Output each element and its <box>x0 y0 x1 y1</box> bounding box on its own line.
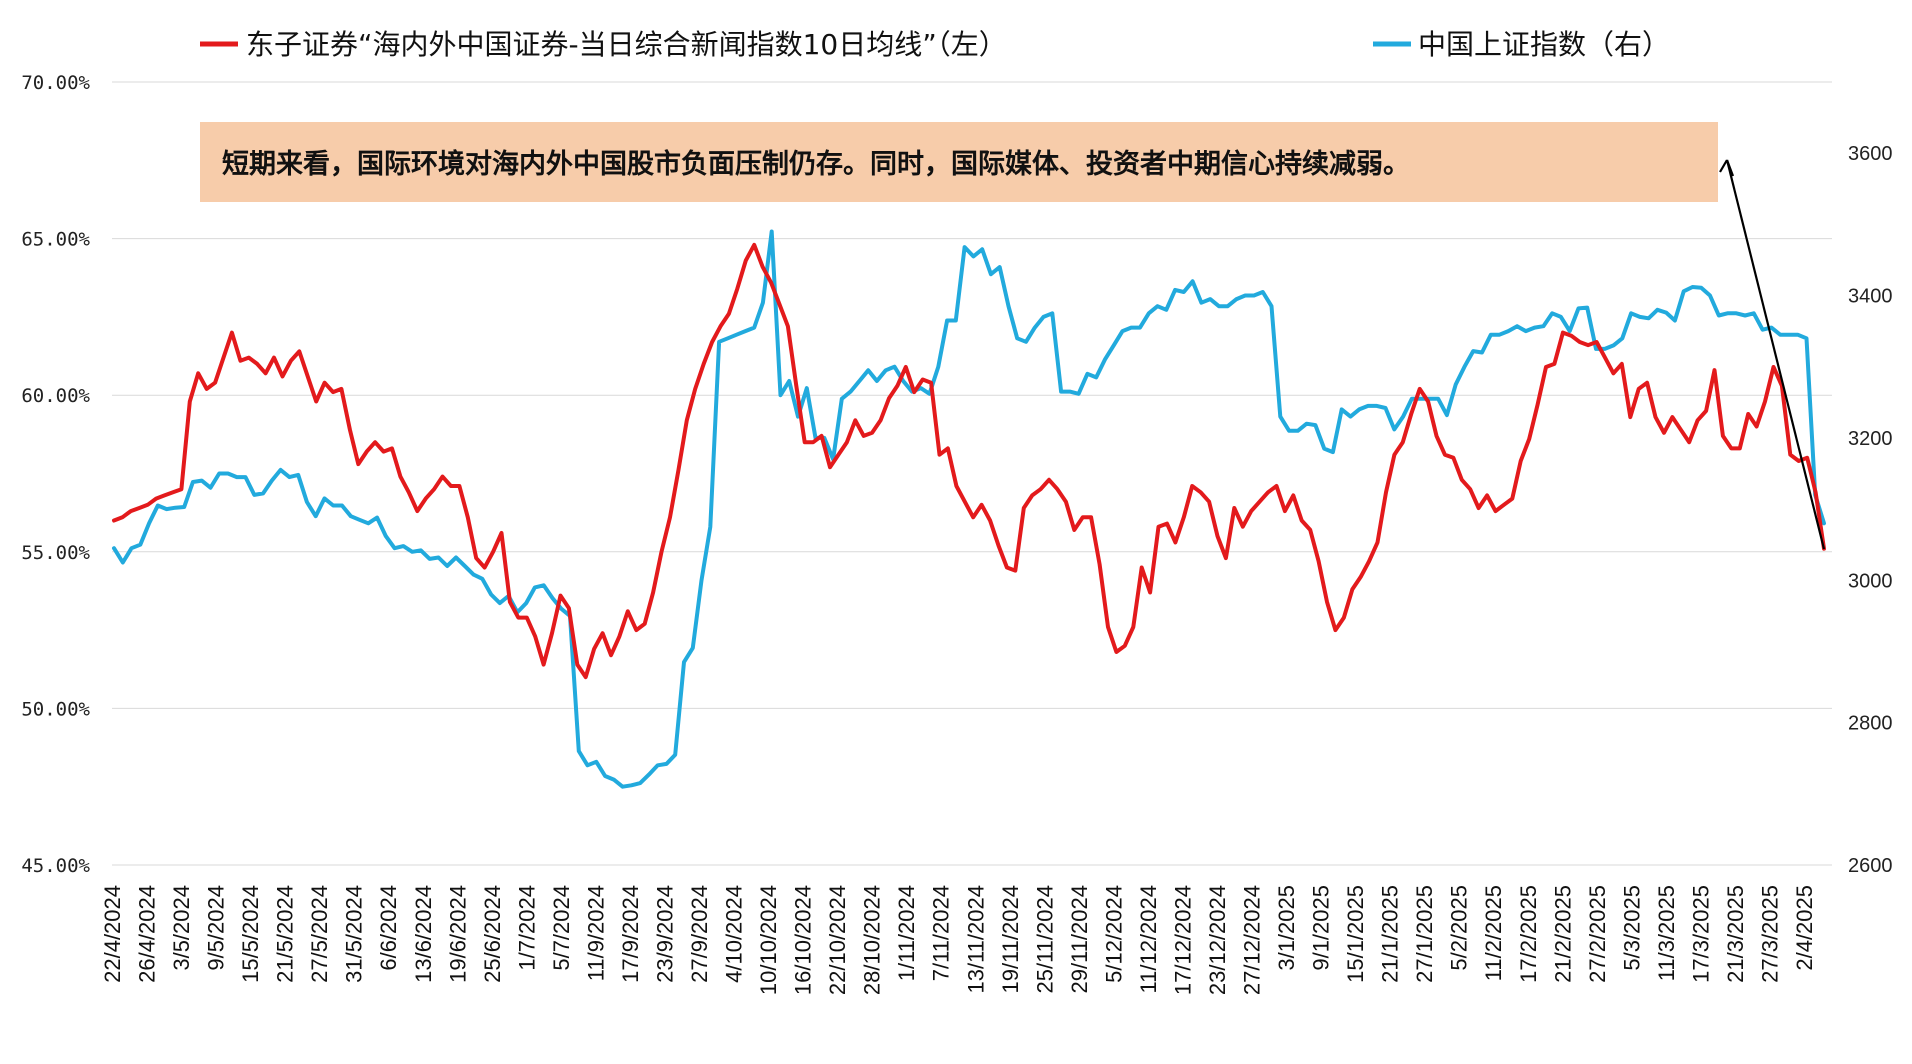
left-tick-label: 50.00% <box>21 698 90 720</box>
right-tick-label: 3200 <box>1848 428 1893 450</box>
x-tick-label: 17/2/2025 <box>1516 885 1541 983</box>
x-tick-label: 2/4/2025 <box>1792 885 1817 971</box>
right-tick-label: 3600 <box>1848 143 1893 165</box>
annotation-text: 短期来看，国际环境对海内外中国股市负面压制仍存。同时，国际媒体、投资者中期信心持… <box>222 148 1410 180</box>
x-tick-label: 1/7/2024 <box>514 885 539 971</box>
gridlines <box>112 81 1832 866</box>
x-tick-label: 21/2/2025 <box>1550 885 1575 983</box>
x-tick-label: 29/11/2024 <box>1067 885 1092 993</box>
x-tick-label: 1/11/2024 <box>894 885 919 981</box>
x-tick-label: 21/1/2025 <box>1378 885 1403 983</box>
left-axis-ticks: 45.00% 50.00% 55.00% 60.00% 65.00% 70.00% <box>21 72 90 877</box>
x-tick-label: 22/4/2024 <box>100 885 125 983</box>
x-tick-label: 16/10/2024 <box>791 885 816 995</box>
x-tick-label: 27/5/2024 <box>307 885 332 983</box>
x-tick-label: 25/6/2024 <box>480 885 505 983</box>
x-tick-label: 15/5/2024 <box>238 885 263 983</box>
x-tick-label: 10/10/2024 <box>756 885 781 995</box>
left-tick-label: 45.00% <box>21 855 90 877</box>
right-axis-ticks: 2600 2800 3000 3200 3400 3600 <box>1848 143 1893 877</box>
x-tick-label: 3/1/2025 <box>1274 885 1299 971</box>
x-tick-label: 13/6/2024 <box>411 885 436 983</box>
legend: 东子证券“海内外中国证券-当日综合新闻指数10日均线”（左） 中国上证指数（右） <box>200 28 1670 61</box>
x-tick-label: 5/2/2025 <box>1447 885 1472 971</box>
x-tick-label: 27/2/2025 <box>1585 885 1610 983</box>
series-lines <box>112 229 1826 789</box>
x-tick-label: 11/3/2025 <box>1654 885 1679 981</box>
x-tick-label: 11/12/2024 <box>1136 885 1161 993</box>
x-tick-label: 21/3/2025 <box>1723 885 1748 983</box>
x-tick-label: 28/10/2024 <box>860 885 885 995</box>
annotation-arrowhead <box>1719 159 1735 177</box>
x-tick-label: 6/6/2024 <box>376 885 401 971</box>
right-tick-label: 2600 <box>1848 855 1893 877</box>
left-tick-label: 70.00% <box>21 72 90 94</box>
annotation-box <box>200 122 1718 202</box>
right-tick-label: 2800 <box>1848 713 1893 735</box>
x-tick-label: 15/1/2025 <box>1343 885 1368 983</box>
x-tick-label: 3/5/2024 <box>169 885 194 971</box>
series-line-shanghai-index <box>112 229 1826 789</box>
left-tick-label: 65.00% <box>21 229 90 251</box>
x-tick-label: 5/12/2024 <box>1101 885 1126 983</box>
x-tick-label: 17/3/2025 <box>1688 885 1713 983</box>
x-tick-label: 23/12/2024 <box>1205 885 1230 995</box>
x-tick-label: 17/12/2024 <box>1170 885 1195 995</box>
right-tick-label: 3400 <box>1848 286 1893 308</box>
x-tick-label: 9/5/2024 <box>204 885 229 971</box>
x-tick-label: 17/9/2024 <box>618 885 643 983</box>
x-tick-label: 19/11/2024 <box>998 885 1023 993</box>
x-tick-label: 7/11/2024 <box>929 885 954 981</box>
x-tick-label: 27/3/2025 <box>1757 885 1782 983</box>
x-tick-label: 27/1/2025 <box>1412 885 1437 983</box>
x-tick-label: 21/5/2024 <box>273 885 298 983</box>
x-tick-label: 26/4/2024 <box>135 885 160 983</box>
annotation-callout: 短期来看，国际环境对海内外中国股市负面压制仍存。同时，国际媒体、投资者中期信心持… <box>200 122 1826 550</box>
right-tick-label: 3000 <box>1848 570 1893 592</box>
x-tick-label: 31/5/2024 <box>342 885 367 983</box>
x-tick-label: 4/10/2024 <box>722 885 747 983</box>
x-tick-label: 27/9/2024 <box>687 885 712 983</box>
x-tick-label: 25/11/2024 <box>1032 885 1057 993</box>
x-tick-label: 5/7/2024 <box>549 885 574 971</box>
x-tick-label: 22/10/2024 <box>825 885 850 995</box>
series-line-news-index <box>112 242 1826 680</box>
legend-label-left: 东子证券“海内外中国证券-当日综合新闻指数10日均线”（左） <box>246 28 1007 61</box>
x-tick-label: 5/3/2025 <box>1619 885 1644 971</box>
x-tick-label: 11/9/2024 <box>583 885 608 981</box>
left-tick-label: 60.00% <box>21 385 90 407</box>
x-tick-label: 19/6/2024 <box>445 885 470 983</box>
x-axis-ticks: 22/4/2024 26/4/2024 3/5/2024 9/5/2024 15/5/2… <box>100 885 1817 995</box>
x-tick-label: 13/11/2024 <box>963 885 988 993</box>
x-tick-label: 27/12/2024 <box>1240 885 1265 995</box>
x-tick-label: 11/2/2025 <box>1481 885 1506 981</box>
x-tick-label: 9/1/2025 <box>1309 885 1334 971</box>
annotation-arrow <box>1725 159 1826 550</box>
left-tick-label: 55.00% <box>21 542 90 564</box>
x-tick-label: 23/9/2024 <box>652 885 677 983</box>
legend-label-right: 中国上证指数（右） <box>1418 28 1670 61</box>
